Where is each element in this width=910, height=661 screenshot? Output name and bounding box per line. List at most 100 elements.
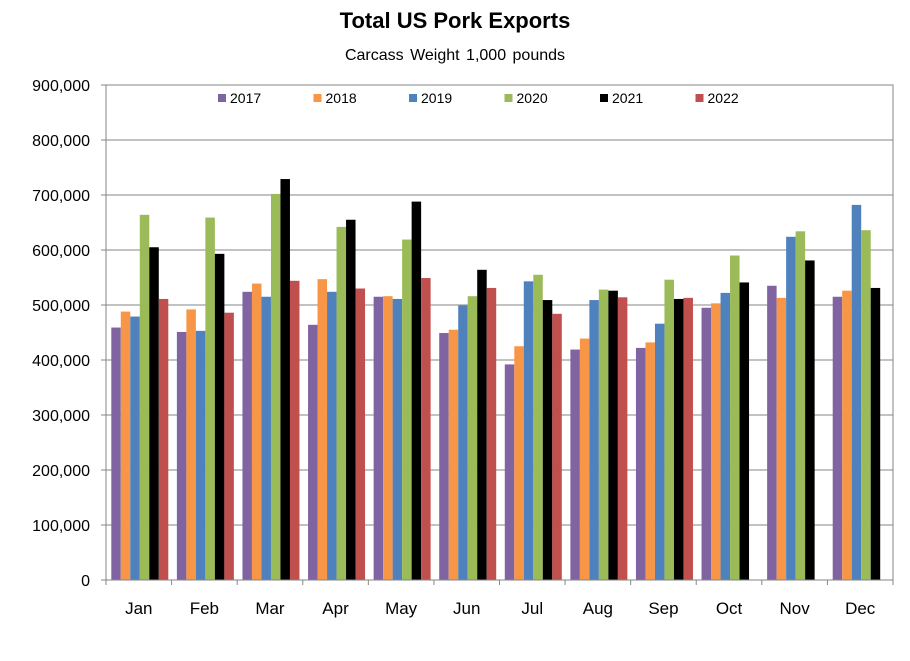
bar-2020-may: [402, 239, 412, 581]
bar-2017-nov: [767, 285, 777, 580]
bar-2017-apr: [308, 324, 318, 580]
x-tick-label: Nov: [780, 599, 811, 618]
bar-2017-oct: [701, 307, 712, 580]
bar-2017-feb: [176, 331, 187, 580]
y-tick-label: 500,000: [32, 298, 90, 315]
bar-2018-oct: [711, 303, 721, 580]
bar-2021-apr: [346, 219, 356, 580]
bar-2018-jul: [514, 346, 524, 580]
legend-swatch: [218, 94, 226, 102]
bar-2018-apr: [317, 279, 328, 580]
bar-2018-nov: [776, 297, 787, 580]
legend-label: 2020: [517, 90, 548, 106]
bar-2019-oct: [720, 292, 731, 580]
bar-2021-jan: [149, 247, 159, 580]
x-tick-label: May: [385, 599, 418, 618]
x-tick-label: Apr: [322, 599, 349, 618]
legend-swatch: [409, 94, 417, 102]
bar-2022-aug: [617, 297, 628, 580]
bar-2017-jul: [504, 364, 515, 580]
bar-2017-sep: [635, 347, 646, 580]
chart-subtitle: Carcass Weight 1,000 pounds: [344, 47, 566, 64]
bar-2019-mar: [261, 296, 271, 580]
bar-2018-jun: [448, 329, 459, 580]
bars: [111, 179, 881, 581]
bar-2022-feb: [224, 312, 234, 580]
bar-2020-aug: [598, 289, 609, 580]
bar-2019-sep: [654, 323, 665, 580]
bar-2019-may: [392, 298, 403, 580]
legend: 2017 2018 2019 2020 2021 2022: [218, 90, 739, 106]
legend-label: 2018: [326, 90, 357, 106]
bar-2022-jul: [552, 313, 562, 580]
bar-2020-sep: [664, 279, 674, 580]
bar-2019-dec: [851, 204, 862, 580]
y-tick-label: 800,000: [32, 133, 90, 150]
bar-2017-aug: [570, 349, 580, 580]
bar-2017-mar: [242, 291, 252, 580]
y-tick-label: 600,000: [32, 243, 90, 260]
bar-2019-apr: [327, 291, 337, 580]
legend-item: 2017: [218, 90, 261, 106]
bar-2018-aug: [579, 338, 590, 580]
bar-2019-feb: [195, 330, 206, 580]
x-tick-label: Oct: [716, 599, 743, 618]
bar-2019-nov: [786, 236, 796, 581]
bar-2022-mar: [289, 280, 300, 580]
bar-2022-jun: [486, 287, 497, 580]
x-tick-label: Jul: [521, 599, 543, 618]
bar-2021-sep: [673, 298, 684, 580]
chart-title: Total US Pork Exports: [339, 8, 571, 33]
y-tick-label: 100,000: [32, 518, 90, 535]
bar-2019-aug: [589, 300, 599, 580]
y-tick-label: 900,000: [32, 78, 90, 95]
y-tick-label: 700,000: [32, 188, 90, 205]
legend-item: 2019: [409, 90, 452, 106]
bar-2019-jan: [130, 316, 140, 580]
bar-2018-sep: [645, 342, 655, 580]
bar-2021-feb: [214, 253, 225, 580]
y-axis: 0 100,000 200,000 300,000 400,000 500,000 600,…: [32, 78, 106, 590]
bar-2020-jun: [467, 296, 478, 580]
legend-item: 2021: [600, 90, 643, 106]
y-tick-label: 400,000: [32, 353, 90, 370]
bar-2017-jan: [111, 327, 121, 580]
bar-2018-feb: [186, 309, 196, 580]
bar-2017-jun: [439, 333, 449, 580]
bar-2018-jan: [120, 311, 131, 580]
bar-2020-nov: [795, 231, 806, 581]
bar-2022-may: [421, 278, 431, 580]
bar-2020-jan: [139, 214, 150, 581]
legend-item: 2018: [313, 90, 357, 106]
legend-swatch: [504, 94, 513, 102]
legend-item: 2022: [695, 90, 739, 106]
y-tick-label: 0: [81, 573, 90, 590]
bar-2022-jan: [158, 298, 169, 580]
bar-2020-mar: [270, 193, 281, 580]
bar-2018-dec: [842, 290, 852, 580]
bar-2020-oct: [730, 255, 740, 580]
bar-2021-aug: [608, 290, 618, 580]
legend-swatch: [600, 94, 608, 102]
x-tick-label: Mar: [255, 599, 285, 618]
x-tick-label: Aug: [583, 599, 613, 618]
x-tick-label: Sep: [648, 599, 678, 618]
bar-2020-jul: [533, 274, 543, 580]
legend-item: 2020: [504, 90, 548, 106]
bar-2021-oct: [739, 282, 750, 580]
bar-2020-apr: [336, 226, 347, 580]
bar-2021-dec: [870, 287, 881, 580]
bar-2019-jul: [523, 281, 534, 580]
x-tick-label: Jun: [453, 599, 480, 618]
bar-2018-may: [383, 296, 393, 580]
bar-2017-dec: [832, 296, 843, 580]
legend-swatch: [313, 94, 322, 102]
bar-2021-nov: [805, 260, 815, 580]
x-tick-label: Feb: [190, 599, 219, 618]
y-tick-label: 300,000: [32, 408, 90, 425]
y-tick-label: 200,000: [32, 463, 90, 480]
x-axis: Jan Feb Mar Apr May Jun Jul Aug Sep Oct Nov Dec: [105, 580, 894, 618]
legend-label: 2019: [421, 90, 452, 106]
